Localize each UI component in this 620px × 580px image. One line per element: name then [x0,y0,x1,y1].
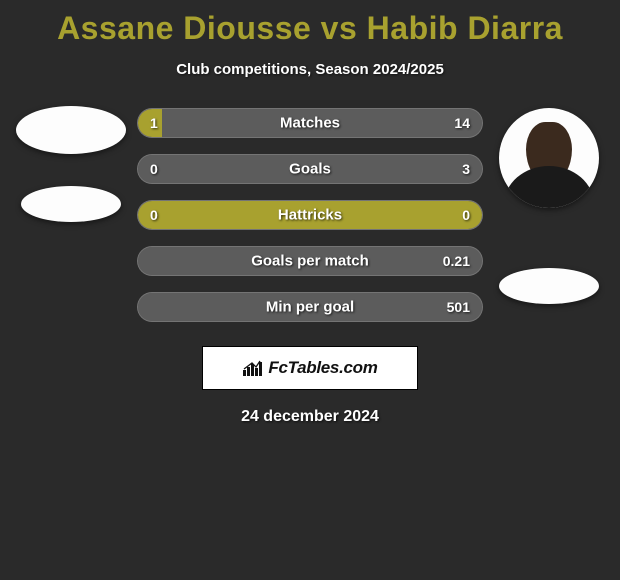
snapshot-date: 24 december 2024 [0,408,620,426]
stat-label: Min per goal [266,299,354,316]
stat-bar: Goals per match 0.21 [137,246,483,276]
stat-label: Goals [289,161,331,178]
comparison-subtitle: Club competitions, Season 2024/2025 [0,61,620,78]
comparison-title: Assane Diousse vs Habib Diarra [0,0,620,47]
stat-label: Matches [280,115,340,132]
stat-right-value: 0.21 [443,253,470,269]
stat-bar: 1 Matches 14 [137,108,483,138]
left-player-badge [21,186,121,222]
left-player-column [11,108,131,222]
stat-right-value: 501 [447,299,470,315]
comparison-main: 1 Matches 14 0 Goals 3 0 Hattricks 0 Goals per ma… [0,108,620,322]
stat-bars: 1 Matches 14 0 Goals 3 0 Hattricks 0 Goals per ma… [137,108,483,322]
stat-right-value: 0 [462,207,470,223]
stat-bar: 0 Hattricks 0 [137,200,483,230]
brand-watermark: FcTables.com [202,346,418,390]
stat-left-value: 0 [150,161,158,177]
left-player-avatar [16,106,126,154]
brand-text: FcTables.com [268,358,377,378]
stat-left-value: 0 [150,207,158,223]
stat-right-value: 14 [454,115,470,131]
stat-bar: Min per goal 501 [137,292,483,322]
right-player-badge [499,268,599,304]
right-player-avatar [499,108,599,208]
stat-left-value: 1 [150,115,158,131]
brand-bars-icon [242,359,264,377]
stat-bar: 0 Goals 3 [137,154,483,184]
right-player-column [489,108,609,304]
stat-right-value: 3 [462,161,470,177]
stat-label: Goals per match [251,253,369,270]
stat-label: Hattricks [278,207,342,224]
